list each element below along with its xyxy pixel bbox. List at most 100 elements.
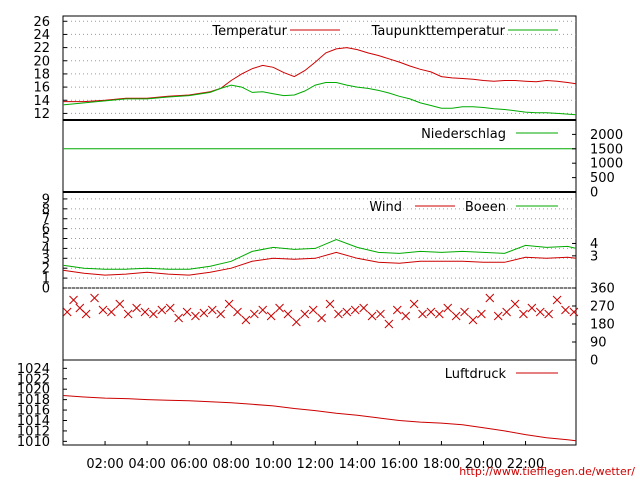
x-tick-label: 08:00 xyxy=(212,457,249,472)
y-tick-label: 8 xyxy=(42,202,50,217)
wind-direction-marker xyxy=(392,305,402,315)
wind-direction-marker xyxy=(275,303,284,313)
wind-direction-marker xyxy=(561,305,570,315)
series-line-temperatur xyxy=(63,47,577,103)
x-tick-label: 02:00 xyxy=(86,457,123,472)
wind-direction-marker xyxy=(157,305,167,315)
wind-direction-marker xyxy=(140,307,150,317)
y-tick-label: 1010 xyxy=(17,435,50,450)
y-right-tick-label: 4 xyxy=(590,237,598,252)
legend-label: Boeen xyxy=(465,200,506,215)
wind-direction-marker xyxy=(334,309,343,319)
wind-direction-marker xyxy=(233,307,242,317)
y-tick-label: 22 xyxy=(33,41,50,56)
wind-direction-marker xyxy=(451,311,461,321)
wind-direction-marker xyxy=(182,307,192,317)
wind-direction-marker xyxy=(69,295,78,305)
wind-direction-marker xyxy=(115,299,125,309)
y-tick-label: 6 xyxy=(42,222,50,237)
wind-direction-marker xyxy=(519,309,528,319)
y-tick-label: 1014 xyxy=(17,414,50,429)
y-tick-label: 9 xyxy=(42,192,50,207)
y-right-tick-label: 180 xyxy=(590,318,615,333)
y-right-tick-label: 1500 xyxy=(590,142,623,157)
wind-direction-marker xyxy=(199,308,209,318)
wind-direction-marker xyxy=(308,305,318,315)
y-tick-label: 1 xyxy=(42,272,50,287)
y-right-tick-label: 0 xyxy=(590,354,598,369)
y-tick-label: 20 xyxy=(33,54,50,69)
y-tick-label: 18 xyxy=(33,67,50,82)
wind-direction-marker xyxy=(123,309,133,319)
y-right-tick-label: 90 xyxy=(590,336,607,351)
wind-direction-marker xyxy=(90,293,99,303)
wind-direction-marker xyxy=(325,299,335,309)
legend-label: Niederschlag xyxy=(421,127,506,142)
wind-direction-marker xyxy=(149,309,158,319)
x-tick-label: 20:00 xyxy=(465,457,502,472)
legend-label: Temperatur xyxy=(211,24,287,39)
x-tick-label: 22:00 xyxy=(507,457,544,472)
wind-direction-marker xyxy=(418,309,427,319)
legend-label: Taupunkttemperatur xyxy=(371,24,506,39)
wind-direction-marker xyxy=(249,309,259,319)
wind-direction-marker xyxy=(468,315,478,325)
y-tick-label: 1022 xyxy=(17,372,50,387)
wind-direction-marker xyxy=(409,299,419,309)
y-tick-label: 1020 xyxy=(17,383,50,398)
wind-direction-marker xyxy=(132,303,141,313)
wind-direction-marker xyxy=(207,305,217,315)
wind-direction-marker xyxy=(62,307,72,317)
legend-label: Luftdruck xyxy=(445,367,507,382)
wind-direction-marker xyxy=(527,303,537,313)
y-tick-label: 5 xyxy=(42,232,50,247)
x-tick-label: 04:00 xyxy=(128,457,165,472)
wind-direction-marker xyxy=(443,303,453,313)
y-tick-label: 0 xyxy=(42,282,50,297)
y-right-tick-label: 2000 xyxy=(590,128,623,143)
wind-direction-marker xyxy=(350,305,360,315)
wind-direction-marker xyxy=(98,305,108,315)
footer-url[interactable]: http://www.tiefflegen.de/wetter/ xyxy=(459,465,635,478)
panel-direction-frame xyxy=(62,287,577,361)
wind-direction-marker xyxy=(216,309,226,319)
wind-direction-marker xyxy=(258,305,268,315)
y-right-tick-label: 500 xyxy=(590,171,615,186)
series-line-boeen xyxy=(62,238,577,270)
wind-direction-marker xyxy=(317,313,326,323)
y-tick-label: 1024 xyxy=(17,362,50,377)
x-tick-label: 10:00 xyxy=(255,457,292,472)
series-line-wind xyxy=(62,251,577,276)
y-tick-label: 16 xyxy=(33,81,50,96)
y-right-tick-label: 270 xyxy=(590,300,615,315)
wind-direction-marker xyxy=(300,309,310,319)
wind-direction-marker xyxy=(107,307,116,317)
wind-direction-marker xyxy=(426,307,436,317)
x-tick-label: 06:00 xyxy=(170,457,207,472)
wind-direction-marker xyxy=(502,307,511,317)
wind-direction-marker xyxy=(384,319,394,329)
wind-direction-marker xyxy=(191,311,200,321)
y-tick-label: 2 xyxy=(42,262,50,277)
wind-direction-marker xyxy=(485,293,495,303)
wind-direction-marker xyxy=(224,299,234,309)
wind-direction-marker xyxy=(569,307,579,317)
wind-direction-marker xyxy=(510,299,520,309)
wind-direction-marker xyxy=(552,295,562,305)
wind-direction-marker xyxy=(493,311,503,321)
y-tick-label: 14 xyxy=(33,94,50,109)
y-tick-label: 12 xyxy=(33,107,50,122)
wind-direction-marker xyxy=(359,303,369,313)
y-tick-label: 4 xyxy=(42,242,50,257)
wind-direction-marker xyxy=(367,311,377,321)
y-right-tick-label: 0 xyxy=(590,186,598,201)
y-tick-label: 7 xyxy=(42,212,50,227)
wind-direction-marker xyxy=(477,309,486,319)
wind-direction-marker xyxy=(342,307,352,317)
wind-direction-marker xyxy=(174,313,183,323)
wind-direction-marker xyxy=(544,309,554,319)
x-tick-label: 14:00 xyxy=(339,457,376,472)
y-tick-label: 3 xyxy=(42,252,50,267)
wind-direction-marker xyxy=(434,309,444,319)
